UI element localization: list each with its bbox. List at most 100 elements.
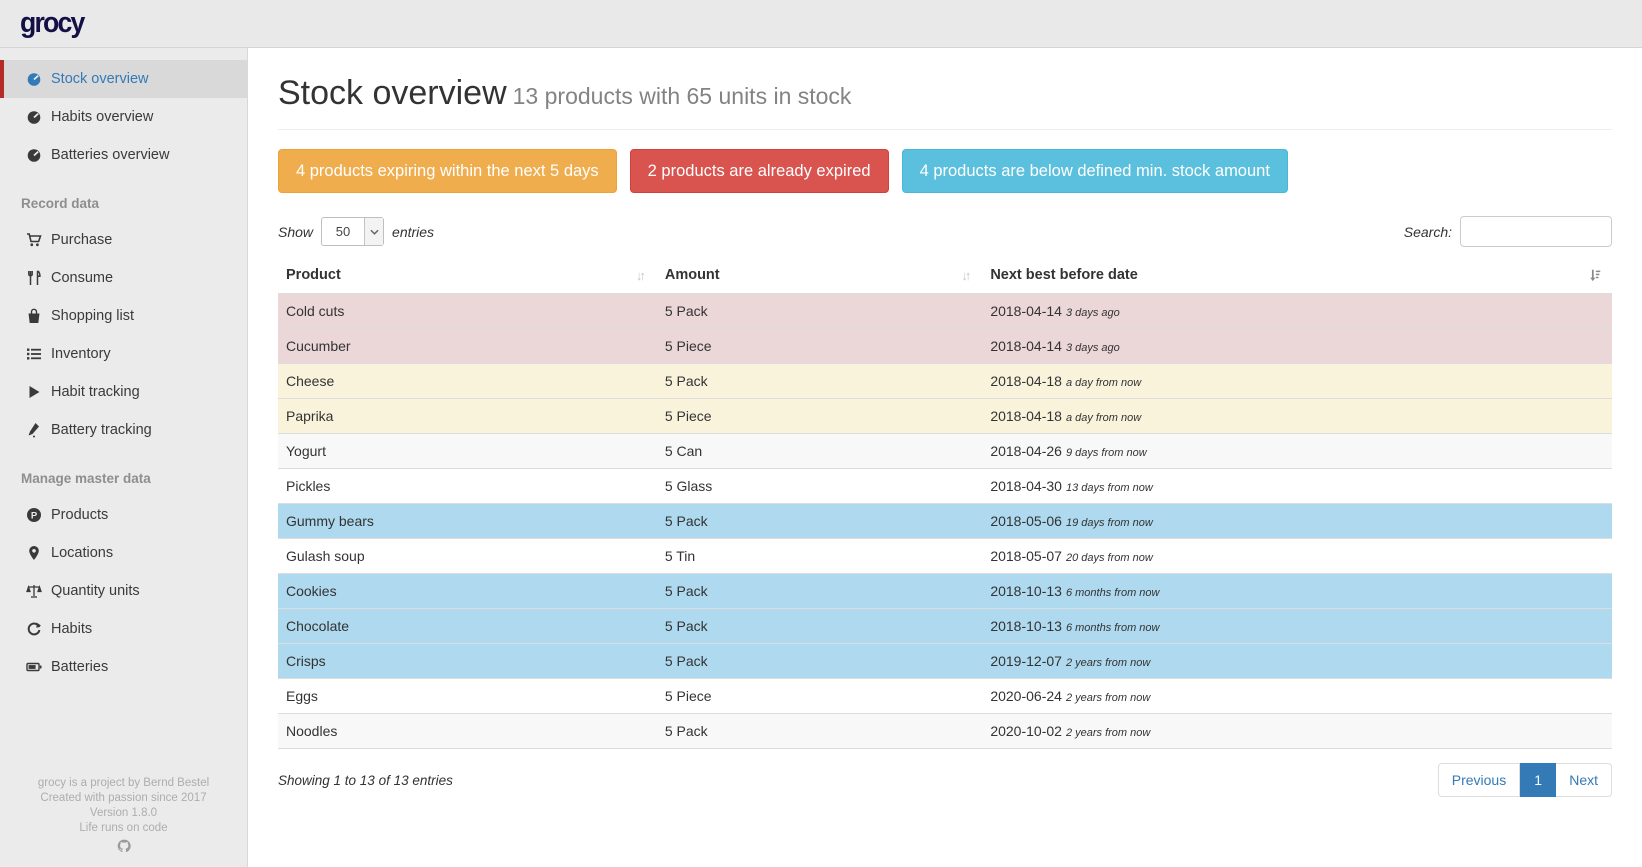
sidebar-item-label: Battery tracking <box>51 422 152 438</box>
sidebar-item-label: Consume <box>51 270 114 286</box>
footer-line: Life runs on code <box>79 822 168 834</box>
alert-button-info[interactable]: 4 products are below defined min. stock … <box>901 149 1288 193</box>
column-header-next-best-before-date[interactable]: Next best before date <box>982 257 1612 294</box>
amount-cell: 5 Pack <box>656 573 983 609</box>
sidebar-item-inventory[interactable]: Inventory <box>0 335 247 373</box>
page-title-text: Stock overview <box>278 74 507 112</box>
sidebar-item-habits[interactable]: Habits <box>0 610 247 648</box>
sidebar-item-label: Habits overview <box>51 109 154 125</box>
product-cell: Noodles <box>278 713 657 749</box>
title-divider <box>278 129 1612 130</box>
product-cell: Eggs <box>278 678 657 714</box>
github-icon[interactable] <box>0 839 247 853</box>
sidebar-item-battery-tracking[interactable]: Battery tracking <box>0 411 247 449</box>
best-before-cell: 2020-10-02 2 years from now <box>982 713 1612 749</box>
amount-cell: 5 Pack <box>656 608 983 644</box>
top-bar: grocy <box>0 0 1642 48</box>
sidebar-item-purchase[interactable]: Purchase <box>0 221 247 259</box>
best-before-cell: 2018-05-07 20 days from now <box>982 538 1612 574</box>
product-cell: Gulash soup <box>278 538 657 574</box>
amount-cell: 5 Piece <box>656 328 983 364</box>
sidebar-item-label: Batteries overview <box>51 147 170 163</box>
sidebar-item-locations[interactable]: Locations <box>0 534 247 572</box>
cart-icon <box>25 232 42 248</box>
product-cell: Gummy bears <box>278 503 657 539</box>
sidebar-item-batteries-overview[interactable]: Batteries overview <box>0 136 247 174</box>
previous-page-button[interactable]: Previous <box>1437 763 1521 797</box>
sidebar-overview-nav: Stock overview Habits overview Batteries o… <box>0 60 247 174</box>
page-length-control: Show 50 entries <box>278 217 434 246</box>
relative-time: 2 years from now <box>1065 692 1151 704</box>
amount-cell: 5 Glass <box>656 468 983 504</box>
section-record-data: Record data <box>21 196 100 211</box>
best-before-cell: 2019-12-07 2 years from now <box>982 643 1612 679</box>
page-length-select[interactable]: 50 <box>321 217 385 246</box>
relative-time: 19 days from now <box>1065 517 1153 529</box>
sidebar-item-label: Purchase <box>51 232 113 248</box>
next-page-button[interactable]: Next <box>1556 763 1612 797</box>
sidebar-record-nav: Purchase Consume Shopping list Inventory Hab… <box>0 221 247 449</box>
relative-time: 9 days from now <box>1065 447 1147 459</box>
best-before-date: 2018-05-06 <box>990 513 1062 529</box>
amount-cell: 5 Pack <box>656 293 983 329</box>
footer-line: Version 1.8.0 <box>89 807 158 819</box>
best-before-date: 2019-12-07 <box>990 653 1062 669</box>
table-info: Showing 1 to 13 of 13 entries <box>278 772 453 788</box>
alert-button-warning[interactable]: 4 products expiring within the next 5 da… <box>278 149 617 193</box>
main-content: Stock overview 13 products with 65 units … <box>248 48 1642 867</box>
sidebar-item-habit-tracking[interactable]: Habit tracking <box>0 373 247 411</box>
table-row: Chocolate 5 Pack 2018-10-13 6 months from n… <box>278 608 1612 644</box>
product-cell: Cookies <box>278 573 657 609</box>
product-cell: Crisps <box>278 643 657 679</box>
relative-time: 3 days ago <box>1065 342 1120 354</box>
sidebar-item-label: Habits <box>51 621 93 637</box>
relative-time: 3 days ago <box>1065 307 1120 319</box>
sidebar-item-label: Shopping list <box>51 308 135 324</box>
svg-text:P: P <box>30 511 37 522</box>
product-circle-icon: P <box>25 507 42 523</box>
page-1-button[interactable]: 1 <box>1520 763 1557 797</box>
table-row: Pickles 5 Glass 2018-04-30 13 days from now <box>278 468 1612 504</box>
column-header-product[interactable]: Product ↓↑ <box>278 257 657 294</box>
table-row: Gulash soup 5 Tin 2018-05-07 20 days from n… <box>278 538 1612 574</box>
sidebar-item-label: Habit tracking <box>51 384 140 400</box>
best-before-cell: 2018-04-26 9 days from now <box>982 433 1612 469</box>
sidebar-item-habits-overview[interactable]: Habits overview <box>0 98 247 136</box>
footer-line: Created with passion since 2017 <box>40 792 207 804</box>
sidebar-item-batteries[interactable]: Batteries <box>0 648 247 686</box>
relative-time: a day from now <box>1065 412 1142 424</box>
table-row: Cucumber 5 Piece 2018-04-14 3 days ago <box>278 328 1612 364</box>
scale-icon <box>25 583 42 599</box>
relative-time: a day from now <box>1065 377 1142 389</box>
table-row: Paprika 5 Piece 2018-04-18 a day from now <box>278 398 1612 434</box>
best-before-date: 2018-04-14 <box>990 338 1062 354</box>
sidebar-item-label: Inventory <box>51 346 111 362</box>
gauge-icon <box>25 109 42 125</box>
sidebar-item-label: Quantity units <box>51 583 140 599</box>
alert-button-danger[interactable]: 2 products are already expired <box>629 149 889 193</box>
search-input[interactable] <box>1460 216 1612 247</box>
stock-alerts: 4 products expiring within the next 5 da… <box>278 149 1612 193</box>
sidebar-item-quantity-units[interactable]: Quantity units <box>0 572 247 610</box>
pen-icon <box>25 422 42 438</box>
column-header-amount[interactable]: Amount ↓↑ <box>657 257 982 294</box>
grocy-logo[interactable]: grocy <box>20 7 85 39</box>
show-label: Show <box>278 223 314 240</box>
sidebar-item-label: Stock overview <box>51 71 149 87</box>
sidebar-item-shopping-list[interactable]: Shopping list <box>0 297 247 335</box>
bag-icon <box>25 308 42 324</box>
table-row: Gummy bears 5 Pack 2018-05-06 19 days from … <box>278 503 1612 539</box>
section-manage-master-data: Manage master data <box>21 471 151 486</box>
sidebar-item-products[interactable]: P Products <box>0 496 247 534</box>
sidebar-item-consume[interactable]: Consume <box>0 259 247 297</box>
battery-icon <box>25 659 42 675</box>
refresh-icon <box>25 621 42 637</box>
table-row: Eggs 5 Piece 2020-06-24 2 years from now <box>278 678 1612 714</box>
best-before-date: 2018-04-18 <box>990 373 1062 389</box>
sidebar-item-stock-overview[interactable]: Stock overview <box>0 60 247 98</box>
amount-cell: 5 Tin <box>656 538 983 574</box>
play-icon <box>25 384 42 400</box>
sort-icon: ↓↑ <box>635 267 646 283</box>
best-before-date: 2018-10-13 <box>990 618 1062 634</box>
amount-cell: 5 Piece <box>656 678 983 714</box>
